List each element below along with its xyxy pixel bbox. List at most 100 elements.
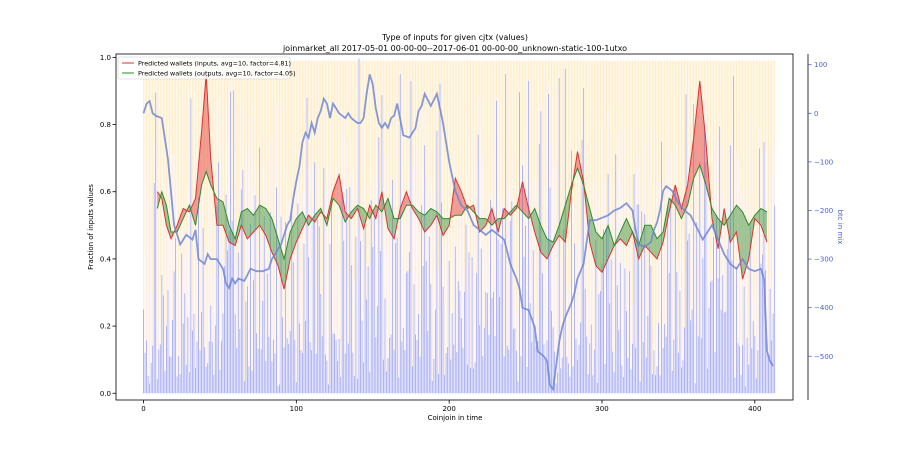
composition-bar: [253, 198, 254, 281]
composition-bar: [201, 223, 203, 312]
composition-bar: [413, 284, 415, 394]
composition-bar: [421, 60, 423, 108]
composition-bar: [627, 179, 629, 358]
composition-bar: [499, 132, 501, 297]
composition-bar: [655, 375, 656, 394]
composition-bar: [514, 60, 516, 291]
composition-bar: [170, 232, 172, 357]
composition-bar: [303, 243, 305, 394]
fill-outputs-above: [265, 208, 272, 253]
composition-bar: [318, 169, 320, 227]
composition-bar: [575, 339, 577, 394]
composition-bar: [421, 205, 423, 394]
composition-bar: [439, 80, 441, 84]
composition-bar: [193, 60, 195, 218]
composition-bar: [655, 246, 656, 376]
composition-bar: [713, 237, 714, 394]
composition-bar: [309, 342, 311, 394]
composition-bar: [774, 60, 776, 146]
composition-bar: [323, 113, 325, 169]
composition-bar: [334, 333, 335, 394]
composition-bar: [685, 73, 687, 95]
composition-bar: [745, 386, 747, 394]
composition-bar: [379, 222, 381, 252]
composition-bar: [392, 179, 394, 394]
composition-bar: [343, 135, 345, 241]
composition-bar: [456, 247, 458, 353]
composition-bar: [352, 170, 354, 353]
composition-bar: [263, 216, 265, 394]
composition-bar: [415, 334, 416, 394]
composition-bar: [176, 376, 178, 394]
composition-bar: [282, 317, 284, 394]
composition-bar: [662, 243, 664, 348]
composition-bar: [161, 274, 163, 394]
composition-bar: [430, 60, 432, 177]
composition-bar: [408, 60, 410, 221]
fill-outputs-above: [388, 198, 395, 239]
composition-bar: [526, 60, 528, 222]
composition-bar: [195, 368, 196, 394]
composition-bar: [548, 82, 549, 94]
composition-bar: [522, 165, 523, 394]
composition-bar: [301, 60, 303, 193]
composition-bar: [343, 60, 345, 136]
composition-bar: [463, 267, 465, 292]
right-tick-label: −500: [814, 353, 833, 361]
composition-bar: [496, 96, 497, 101]
composition-bar: [207, 363, 209, 394]
composition-bar: [268, 263, 270, 337]
composition-bar: [240, 60, 242, 152]
composition-bar: [460, 268, 462, 319]
composition-bar: [326, 187, 328, 361]
composition-bar: [708, 207, 710, 308]
composition-bar: [193, 217, 195, 314]
composition-bar: [314, 161, 316, 163]
composition-bar: [370, 60, 372, 171]
composition-bar: [728, 60, 730, 203]
composition-bar: [191, 297, 193, 331]
composition-bar: [453, 154, 455, 345]
composition-bar: [566, 356, 568, 394]
composition-bar: [257, 348, 259, 394]
composition-bar: [379, 251, 381, 394]
composition-bar: [754, 336, 756, 394]
composition-bar: [500, 60, 502, 223]
composition-bar: [531, 341, 533, 394]
composition-bar: [228, 181, 230, 231]
composition-bar: [755, 60, 757, 209]
composition-bar: [240, 189, 242, 394]
y-tick-label: 1.0: [100, 54, 111, 62]
fill-outputs-above: [601, 225, 609, 273]
composition-bar: [263, 166, 265, 217]
composition-bar: [725, 283, 727, 312]
composition-bar: [578, 344, 580, 394]
composition-bar: [405, 60, 407, 182]
composition-bar: [373, 212, 375, 394]
composition-bar: [220, 341, 222, 394]
composition-bar: [201, 60, 203, 224]
composition-bar: [549, 187, 551, 394]
composition-bar: [369, 189, 371, 373]
composition-bar: [467, 364, 468, 394]
composition-bar: [439, 60, 441, 81]
composition-bar: [193, 313, 195, 394]
composition-bar: [664, 227, 666, 324]
composition-bar: [604, 60, 606, 182]
composition-bar: [459, 60, 461, 241]
composition-bar: [577, 358, 578, 360]
composition-bar: [496, 60, 497, 97]
composition-bar: [402, 327, 404, 394]
composition-bar: [574, 243, 575, 394]
composition-bar: [589, 60, 591, 234]
composition-bar: [673, 318, 675, 340]
composition-bar: [173, 60, 175, 192]
composition-bar: [589, 343, 591, 394]
composition-bar: [164, 343, 166, 371]
composition-bar: [428, 60, 430, 222]
composition-bar: [422, 265, 424, 394]
composition-bar: [205, 366, 207, 394]
composition-bar: [434, 252, 436, 310]
composition-bar: [373, 178, 375, 213]
composition-bar: [343, 240, 345, 394]
